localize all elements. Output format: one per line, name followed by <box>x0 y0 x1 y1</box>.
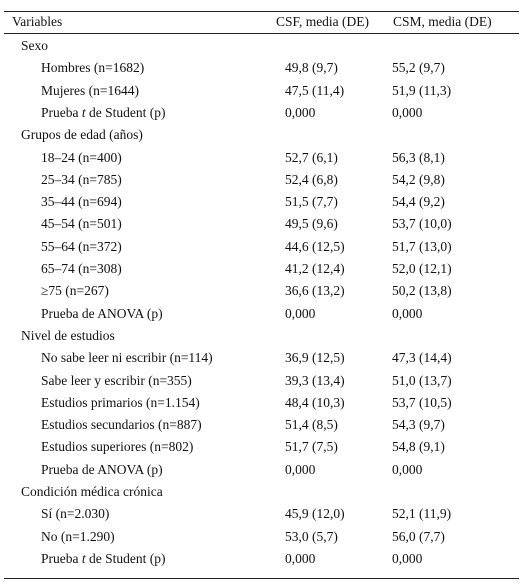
value-cell: 36,9 (12,5) <box>285 350 345 366</box>
value-cell: 0,000 <box>392 305 423 321</box>
label-text: de Student (p) <box>85 550 166 566</box>
row-label: 25–34 (n=785) <box>41 169 122 191</box>
label-text: 45–54 (n=501) <box>41 216 122 232</box>
label-text: Prueba <box>41 104 82 120</box>
row-label: Estudios primarios (n=1.154) <box>41 392 200 414</box>
value-cell: 51,5 (7,7) <box>285 194 338 210</box>
value-cell: 48,4 (10,3) <box>285 394 345 410</box>
section-title: Grupos de edad (años) <box>21 127 143 143</box>
row-label: 65–74 (n=308) <box>41 258 122 280</box>
row-label: Prueba t de Student (p) <box>41 548 166 570</box>
row-label: Sí (n=2.030) <box>41 503 109 525</box>
value-cell: 53,0 (5,7) <box>285 528 338 544</box>
value-cell: 0,000 <box>285 461 316 477</box>
value-cell: 45,9 (12,0) <box>285 506 345 522</box>
value-cell: 51,7 (7,5) <box>285 439 338 455</box>
value-cell: 44,6 (12,5) <box>285 238 345 254</box>
top-rule <box>4 11 519 12</box>
section-title: Condición médica crónica <box>21 484 163 499</box>
row-label: Mujeres (n=1644) <box>41 80 139 102</box>
row-label: Prueba de ANOVA (p) <box>41 459 163 481</box>
row-label: 55–64 (n=372) <box>41 236 122 258</box>
header-cell: Variables <box>12 14 63 29</box>
value-cell: 50,2 (13,8) <box>392 283 452 299</box>
row-label: Sabe leer y escribir (n=355) <box>41 370 192 392</box>
row-label: 45–54 (n=501) <box>41 213 122 235</box>
value-cell: 49,8 (9,7) <box>285 60 338 76</box>
value-cell: 0,000 <box>392 104 423 120</box>
italic-text: t <box>81 550 86 566</box>
section-title: Sexo <box>21 38 48 53</box>
label-text: Hombres (n=1682) <box>41 60 145 76</box>
label-text: 25–34 (n=785) <box>41 171 122 187</box>
value-cell: 53,7 (10,0) <box>392 216 452 232</box>
row-label: No (n=1.290) <box>41 526 115 548</box>
label-text: Estudios superiores (n=802) <box>41 439 194 455</box>
row-label: No sabe leer ni escribir (n=114) <box>41 347 213 369</box>
label-text: Sí (n=2.030) <box>41 506 110 522</box>
label-text: Prueba <box>41 550 82 566</box>
value-cell: 52,1 (11,9) <box>392 506 452 522</box>
label-text: Sabe leer y escribir (n=355) <box>41 372 192 388</box>
header-cell: CSM, media (DE) <box>393 14 492 29</box>
label-text: No sabe leer ni escribir (n=114) <box>41 350 213 366</box>
label-text: 18–24 (n=400) <box>41 149 122 165</box>
value-cell: 47,3 (14,4) <box>392 350 452 366</box>
italic-text: t <box>81 104 86 120</box>
label-text: Estudios secundarios (n=887) <box>41 417 202 433</box>
value-cell: 54,3 (9,7) <box>392 417 445 433</box>
value-cell: 53,7 (10,5) <box>392 394 452 410</box>
label-text: Prueba de ANOVA (p) <box>41 461 163 477</box>
label-text: ≥75 (n=267) <box>41 283 109 299</box>
section-title: Nivel de estudios <box>21 327 115 343</box>
value-cell: 0,000 <box>392 461 423 477</box>
value-cell: 54,2 (9,8) <box>392 171 445 187</box>
value-cell: 51,0 (13,7) <box>392 372 452 388</box>
value-cell: 52,0 (12,1) <box>392 261 452 276</box>
value-cell: 52,7 (6,1) <box>285 149 338 165</box>
label-text: Prueba de ANOVA (p) <box>41 305 163 321</box>
value-cell: 39,3 (13,4) <box>285 372 345 388</box>
value-cell: 54,8 (9,1) <box>392 439 445 455</box>
label-text: Estudios primarios (n=1.154) <box>41 394 200 410</box>
label-text: 35–44 (n=694) <box>41 194 122 210</box>
label-text: Mujeres (n=1644) <box>41 82 139 98</box>
row-label: Estudios superiores (n=802) <box>41 436 193 458</box>
row-label: 35–44 (n=694) <box>41 191 122 213</box>
value-cell: 36,6 (13,2) <box>285 283 345 299</box>
value-cell: 47,5 (11,4) <box>285 82 345 98</box>
row-label: ≥75 (n=267) <box>41 280 109 302</box>
value-cell: 0,000 <box>285 550 316 566</box>
value-cell: 56,3 (8,1) <box>392 149 445 165</box>
header-rule <box>4 33 519 34</box>
label-text: 65–74 (n=308) <box>41 261 122 276</box>
value-cell: 52,4 (6,8) <box>285 171 338 187</box>
row-label: Estudios secundarios (n=887) <box>41 414 202 436</box>
value-cell: 0,000 <box>392 550 423 566</box>
row-label: 18–24 (n=400) <box>41 147 122 169</box>
row-label: Prueba de ANOVA (p) <box>41 303 163 325</box>
header-cell: CSF, media (DE) <box>276 14 370 29</box>
label-text: No (n=1.290) <box>41 528 115 544</box>
value-cell: 49,5 (9,6) <box>285 216 338 232</box>
value-cell: 51,7 (13,0) <box>392 238 452 254</box>
value-cell: 56,0 (7,7) <box>392 528 445 544</box>
value-cell: 0,000 <box>285 104 316 120</box>
row-label: Hombres (n=1682) <box>41 57 144 79</box>
value-cell: 41,2 (12,4) <box>285 261 345 276</box>
label-text: 55–64 (n=372) <box>41 238 122 254</box>
label-text: de Student (p) <box>85 104 166 120</box>
bottom-rule <box>4 578 519 579</box>
value-cell: 0,000 <box>285 305 316 321</box>
value-cell: 54,4 (9,2) <box>392 194 445 210</box>
value-cell: 55,2 (9,7) <box>392 60 445 76</box>
value-cell: 51,9 (11,3) <box>392 82 452 98</box>
value-cell: 51,4 (8,5) <box>285 417 338 433</box>
row-label: Prueba t de Student (p) <box>41 102 166 124</box>
